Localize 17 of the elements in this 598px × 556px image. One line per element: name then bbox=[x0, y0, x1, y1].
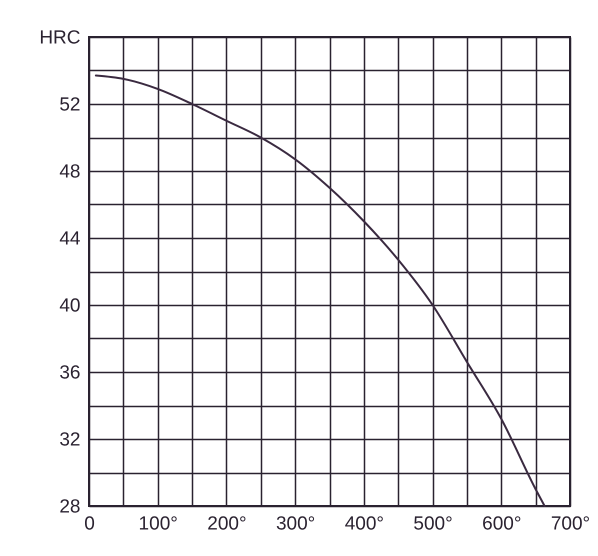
y-axis-title: HRC bbox=[39, 28, 80, 48]
y-tick-label: 40 bbox=[59, 296, 80, 316]
x-tick-label: 0 bbox=[84, 514, 95, 534]
x-tick-label: 200° bbox=[207, 514, 247, 534]
y-tick-label: 36 bbox=[59, 362, 80, 384]
x-tick-label: 100° bbox=[138, 514, 178, 534]
y-tick-label: 48 bbox=[59, 162, 80, 182]
y-tick-label: 44 bbox=[59, 228, 81, 250]
x-tick-label: 700° bbox=[550, 514, 590, 534]
x-tick-label: 300° bbox=[276, 514, 316, 534]
line-series bbox=[94, 74, 546, 507]
y-tick-label: 28 bbox=[59, 496, 80, 518]
x-tick-label: 400° bbox=[344, 514, 384, 534]
y-tick-label: 32 bbox=[59, 430, 80, 450]
y-tick-label: 52 bbox=[59, 94, 80, 116]
x-tick-label: 600° bbox=[482, 514, 522, 534]
x-tick-label: 500° bbox=[413, 514, 453, 534]
